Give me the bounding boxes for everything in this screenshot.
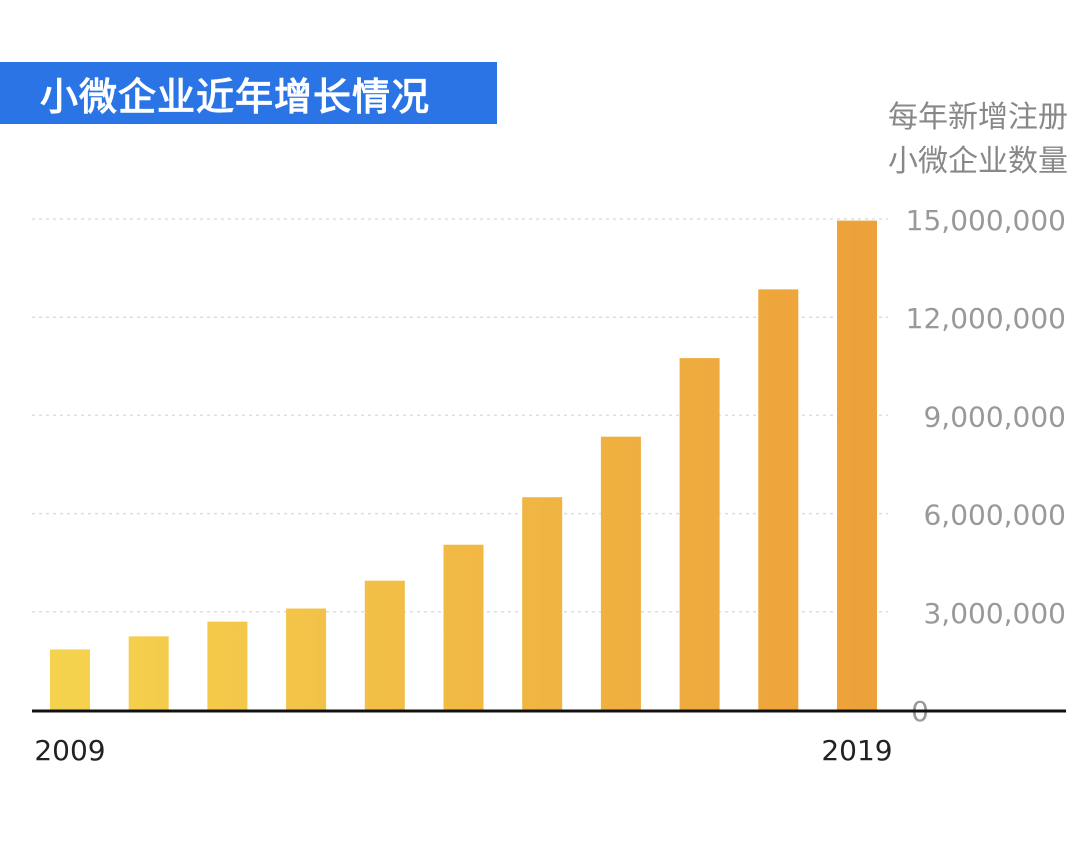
bar-2017 [679,358,720,710]
bar-2009 [50,649,90,710]
title-banner: 小微企业近年增长情况 [0,62,497,124]
bar-2016 [600,436,641,710]
bar-2010 [128,636,169,710]
y-axis-label-line-2: 小微企业数量 [888,144,1068,179]
bar-2014 [443,544,484,710]
y-axis-label-line-1: 每年新增注册 [888,100,1068,135]
y-tick-label: 6,000,000 [923,499,1066,532]
y-tick-label: 15,000,000 [906,204,1066,237]
chart-title: 小微企业近年增长情况 [40,74,431,119]
bar-2019 [837,220,877,711]
y-tick-label: 9,000,000 [923,400,1066,433]
bar-2015 [522,497,563,710]
bar-2012 [286,608,327,710]
y-tick-label: 3,000,000 [923,597,1066,630]
bar-2011 [207,621,248,710]
x-tick-label: 2009 [34,734,105,767]
x-tick-label: 2019 [821,734,892,767]
y-tick-label: 12,000,000 [906,302,1066,335]
bar-2018 [758,289,799,710]
bar-2013 [364,580,405,710]
